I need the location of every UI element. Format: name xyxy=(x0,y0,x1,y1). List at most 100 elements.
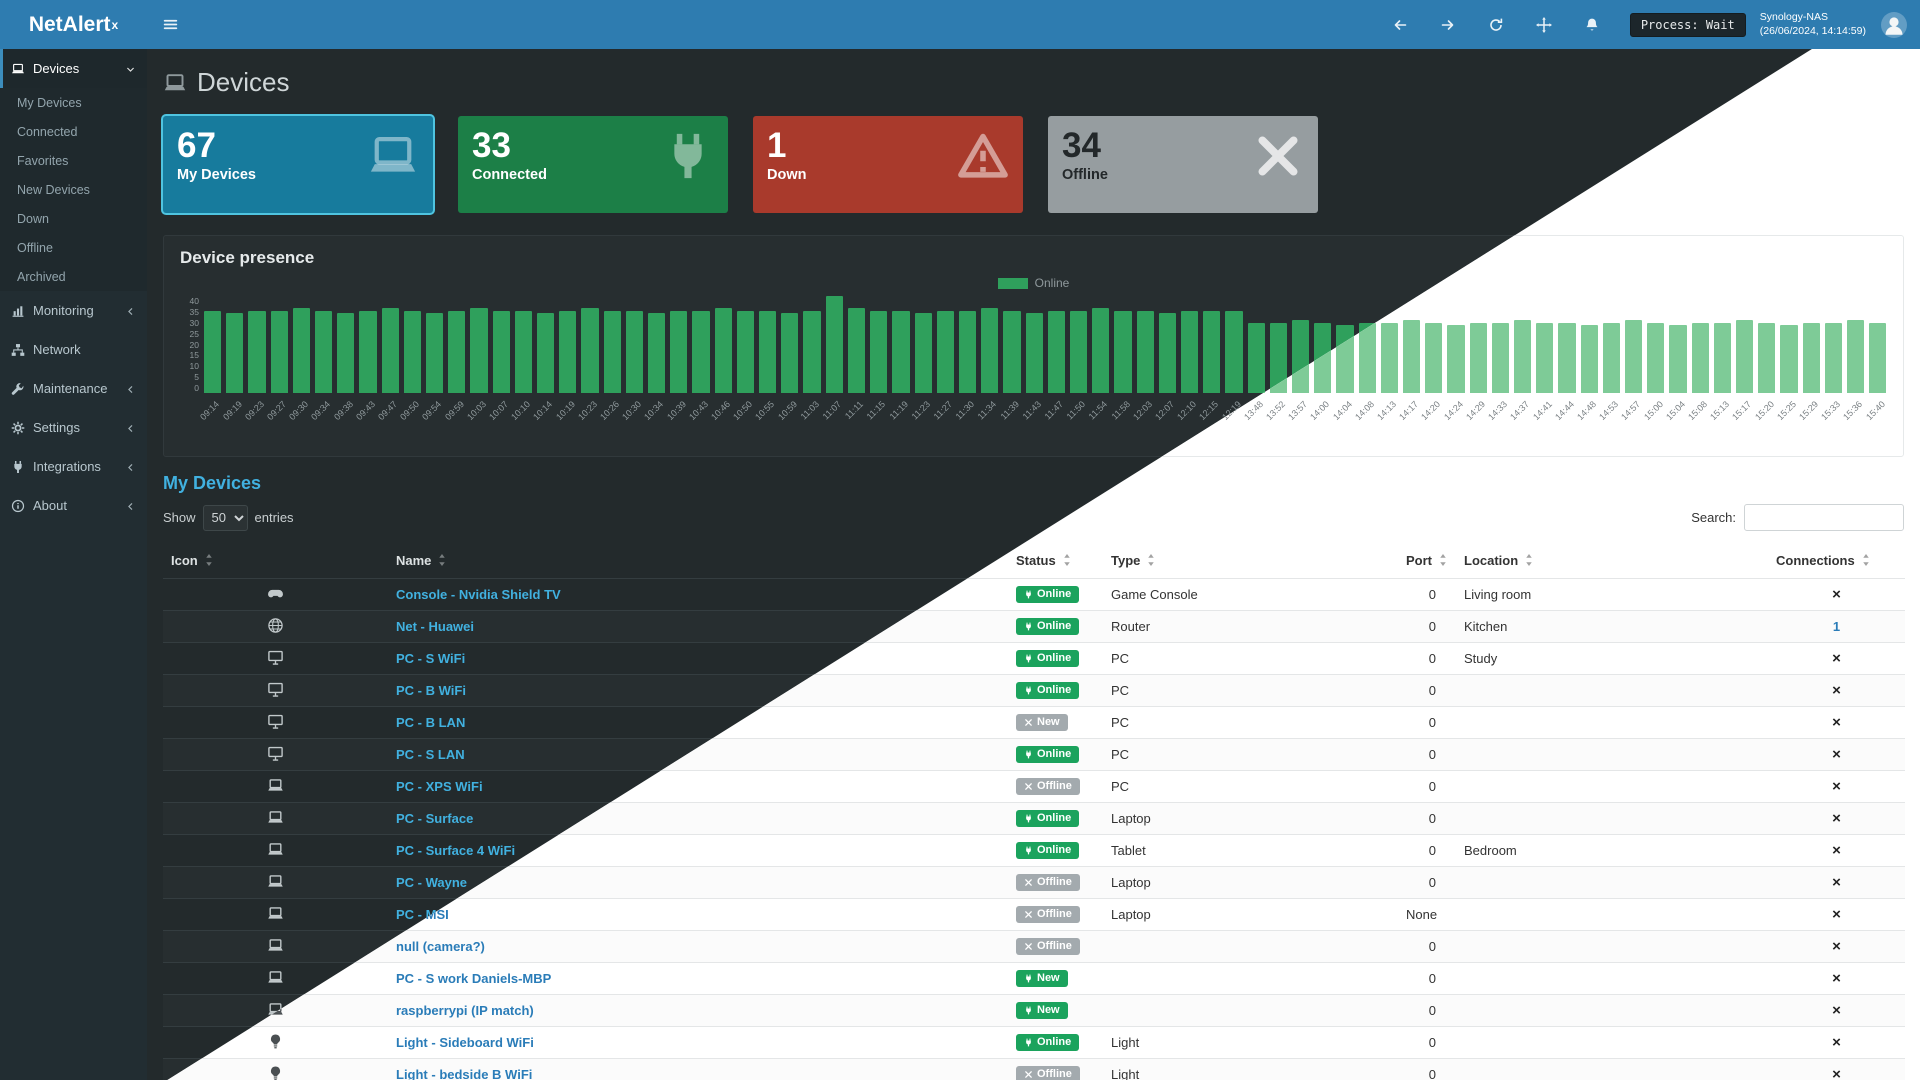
no-connection-icon[interactable]: × xyxy=(1832,970,1841,987)
status-badge: Online xyxy=(1016,1033,1080,1052)
device-name-link[interactable]: PC - S work Daniels-MBP xyxy=(396,971,552,986)
column-header-type[interactable]: Type xyxy=(1103,543,1398,579)
status-badge: Online xyxy=(1016,585,1080,604)
no-connection-icon[interactable]: × xyxy=(1832,650,1841,667)
device-row-light-sideboard-wifi: Light - Sideboard WiFi Online Light 0 × xyxy=(167,1026,1905,1059)
device-port-cell: 0 xyxy=(1398,770,1456,803)
device-name-link[interactable]: PC - S LAN xyxy=(396,747,465,762)
user-avatar[interactable] xyxy=(1880,11,1908,39)
page-title: Devices xyxy=(163,67,1904,98)
stat-card-offline[interactable]: 34 Offline xyxy=(1048,116,1318,213)
sidebar-link-monitoring[interactable]: Monitoring xyxy=(0,291,147,330)
device-connections-cell: × xyxy=(1768,674,1905,707)
arrow-left-icon[interactable] xyxy=(1392,17,1408,33)
column-header-name[interactable]: Name xyxy=(388,543,1008,579)
stat-card-connected[interactable]: 33 Connected xyxy=(458,116,728,213)
column-header-status[interactable]: Status xyxy=(1008,543,1103,579)
chart-bar xyxy=(625,310,644,393)
x-tick-label: 10:59 xyxy=(775,399,799,423)
no-connection-icon[interactable]: × xyxy=(1832,778,1841,795)
sidebar-toggle-button[interactable] xyxy=(147,0,193,49)
no-connection-icon[interactable]: × xyxy=(1832,938,1841,955)
bell-icon[interactable] xyxy=(1584,17,1600,33)
device-name-link[interactable]: PC - XPS WiFi xyxy=(396,779,483,794)
x-tick-label: 14:41 xyxy=(1530,399,1554,423)
x-tick-label: 09:43 xyxy=(353,399,377,423)
sidebar-subitem-favorites[interactable]: Favorites xyxy=(17,153,69,168)
no-connection-icon[interactable]: × xyxy=(1832,842,1841,859)
column-header-icon[interactable]: Icon xyxy=(163,543,388,579)
column-header-location[interactable]: Location xyxy=(1456,543,1768,579)
sidebar-link-maintenance[interactable]: Maintenance xyxy=(0,369,147,408)
device-name-link[interactable]: Net - Huawei xyxy=(396,619,475,634)
x-tick-label: 11:27 xyxy=(931,399,955,422)
sidebar-subitem-my-devices[interactable]: My Devices xyxy=(17,95,82,110)
device-name-link[interactable]: PC - Surface 4 WiFi xyxy=(396,843,516,858)
sidebar-subitem-down[interactable]: Down xyxy=(17,211,49,226)
laptop-icon xyxy=(267,873,284,890)
stat-card-my-devices[interactable]: 67 My Devices xyxy=(163,116,433,213)
chart-legend[interactable]: Online xyxy=(180,276,1887,290)
device-name-link[interactable]: Console - Nvidia Shield TV xyxy=(396,587,561,602)
column-header-port[interactable]: Port xyxy=(1398,543,1456,579)
sidebar-subitem-offline[interactable]: Offline xyxy=(17,240,53,255)
device-name-link[interactable]: PC - Wayne xyxy=(396,875,468,890)
device-location-cell xyxy=(1456,962,1768,995)
no-connection-icon[interactable]: × xyxy=(1832,1034,1841,1051)
no-connection-icon[interactable]: × xyxy=(1832,906,1841,923)
column-header-connections[interactable]: Connections xyxy=(1768,543,1905,579)
x-tick-label: 14:00 xyxy=(1308,399,1332,423)
x-tick-label: 11:11 xyxy=(843,399,866,422)
sidebar-subitem-archived[interactable]: Archived xyxy=(17,269,66,284)
search-label: Search: xyxy=(1691,510,1736,525)
no-connection-icon[interactable]: × xyxy=(1832,746,1841,763)
no-connection-icon[interactable]: × xyxy=(1832,586,1841,603)
move-icon[interactable] xyxy=(1535,16,1552,33)
device-name-link[interactable]: Light - bedside B WiFi xyxy=(396,1067,533,1080)
device-name-link[interactable]: PC - Surface xyxy=(396,811,474,826)
laptop-icon xyxy=(11,62,25,76)
device-name-link[interactable]: null (camera?) xyxy=(396,939,485,954)
sidebar-link-about[interactable]: About xyxy=(0,486,147,525)
device-type-cell: PC xyxy=(1103,706,1398,739)
sidebar-subitem-new-devices[interactable]: New Devices xyxy=(17,182,90,197)
device-name-link[interactable]: PC - B LAN xyxy=(396,715,466,730)
no-connection-icon[interactable]: × xyxy=(1832,714,1841,731)
device-row-pc-s-work-daniels-mbp: PC - S work Daniels-MBP New 0 × xyxy=(167,962,1905,995)
sidebar-link-integrations[interactable]: Integrations xyxy=(0,447,147,486)
connections-count-link[interactable]: 1 xyxy=(1832,619,1841,634)
device-type-cell xyxy=(1103,994,1398,1027)
device-connections-cell: × xyxy=(1768,866,1905,899)
device-name-link[interactable]: PC - B WiFi xyxy=(396,683,466,698)
x-icon xyxy=(1252,130,1304,182)
laptop-icon xyxy=(267,841,284,858)
legend-swatch xyxy=(997,277,1028,289)
stat-card-down[interactable]: 1 Down xyxy=(753,116,1023,213)
x-tick-label: 11:07 xyxy=(820,399,844,422)
no-connection-icon[interactable]: × xyxy=(1832,1066,1841,1080)
no-connection-icon[interactable]: × xyxy=(1832,682,1841,699)
stat-card-label: Connected xyxy=(472,167,547,184)
sidebar-link-devices[interactable]: Devices xyxy=(0,49,147,88)
no-connection-icon[interactable]: × xyxy=(1832,874,1841,891)
search-input[interactable] xyxy=(1744,504,1904,531)
page-length-select[interactable]: 50 xyxy=(202,504,248,531)
chart-bar xyxy=(892,310,910,393)
x-tick-label: 14:13 xyxy=(1375,399,1399,423)
no-connection-icon[interactable]: × xyxy=(1832,1002,1841,1019)
arrow-right-icon[interactable] xyxy=(1440,17,1456,33)
device-type-cell: Laptop xyxy=(1103,898,1398,931)
refresh-icon[interactable] xyxy=(1488,17,1504,33)
chart-bar xyxy=(226,312,244,393)
x-icon xyxy=(1024,942,1033,951)
device-name-link[interactable]: Light - Sideboard WiFi xyxy=(396,1035,534,1050)
sidebar-link-settings[interactable]: Settings xyxy=(0,408,147,447)
sidebar-subitem-connected[interactable]: Connected xyxy=(17,124,78,139)
device-name-link[interactable]: PC - S WiFi xyxy=(396,651,466,666)
device-name-link[interactable]: raspberrypi (IP match) xyxy=(396,1003,534,1018)
no-connection-icon[interactable]: × xyxy=(1832,810,1841,827)
plug-icon xyxy=(1024,622,1033,631)
sidebar-link-network[interactable]: Network xyxy=(0,330,147,369)
